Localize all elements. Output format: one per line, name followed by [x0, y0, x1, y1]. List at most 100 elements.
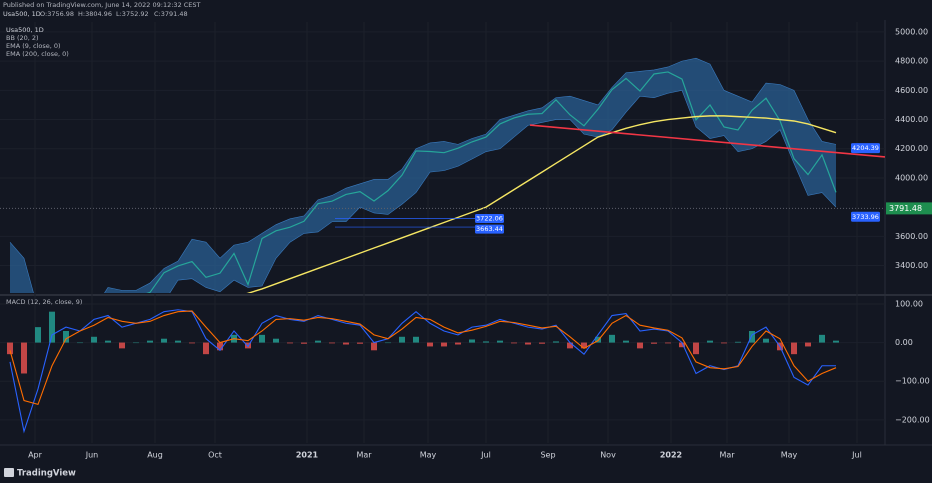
histogram-bar	[707, 340, 713, 343]
histogram-bar	[287, 342, 293, 344]
histogram-bar	[497, 340, 503, 343]
header-ohlc-value: H:3804.96	[78, 10, 112, 18]
x-tick-label: Sep	[540, 451, 555, 460]
histogram-bar	[147, 340, 153, 343]
histogram-bar	[35, 327, 41, 343]
x-tick-label: May	[420, 451, 437, 460]
histogram-bar	[637, 342, 643, 349]
histogram-bar	[175, 340, 181, 343]
histogram-bar	[791, 342, 797, 355]
x-tick-label: Jul	[480, 451, 491, 460]
histogram-bar	[623, 340, 629, 343]
histogram-bar	[399, 336, 405, 343]
histogram-bar	[203, 342, 209, 355]
histogram-bar	[595, 336, 601, 343]
x-tick-label: Jul	[851, 451, 862, 460]
y-tick-label: 3600.00	[895, 232, 928, 241]
measure-tag-box	[475, 214, 504, 224]
legend-bb: BB (20, 2)	[6, 34, 39, 42]
y-tick-label: −200.00	[895, 415, 930, 424]
histogram-bar	[749, 330, 755, 343]
macd-title: MACD (12, 26, close, 9)	[6, 298, 82, 306]
published: Published on TradingView.com, June 14, 2…	[3, 1, 201, 9]
histogram-bar	[455, 342, 461, 345]
price-tag: 3733.96	[852, 213, 879, 221]
histogram-bar	[189, 342, 195, 344]
histogram-bar	[763, 338, 769, 343]
x-tick-label: Nov	[600, 451, 616, 460]
y-tick-label: 4200.00	[895, 144, 928, 153]
y-tick-label: 4800.00	[895, 57, 928, 66]
y-tick-label: 0.00	[895, 338, 913, 347]
y-tick-label: −100.00	[895, 377, 930, 386]
price-tag-box	[851, 143, 880, 154]
histogram-bar	[329, 342, 335, 344]
histogram-bar	[693, 342, 699, 355]
histogram-bar	[357, 342, 363, 344]
histogram-bar	[735, 341, 741, 343]
histogram-bar	[217, 342, 223, 351]
histogram-bar	[665, 342, 671, 344]
y-tick-label: 5000.00	[895, 27, 928, 36]
ema-line	[246, 115, 837, 293]
header-ohlc-value: L:3752.92	[116, 10, 149, 18]
x-tick-label: Mar	[356, 451, 372, 460]
header-ohlc-value: C:3791.48	[154, 10, 188, 18]
y-tick-label: 100.00	[895, 299, 923, 308]
histogram-bar	[679, 342, 685, 348]
pane-symbol: Usa500, 1D	[6, 26, 44, 34]
measure-tag: 3722.06	[476, 215, 503, 223]
histogram-bar	[301, 342, 307, 344]
x-tick-label: May	[781, 451, 798, 460]
histogram-bar	[91, 336, 97, 343]
x-tick-label: 2021	[296, 451, 319, 460]
measure-tag: 3663.44	[476, 225, 503, 233]
bb-upper	[9, 57, 837, 293]
histogram-bar	[581, 342, 587, 349]
price-pane	[0, 57, 885, 293]
histogram-bar	[567, 342, 573, 349]
legend-ema200: EMA (200, close, 0)	[6, 50, 69, 58]
x-tick-label: Mar	[719, 451, 735, 460]
y-tick-label: 4400.00	[895, 115, 928, 124]
histogram-bar	[721, 342, 727, 344]
header-ohlc-value: O:3756.98	[40, 10, 74, 18]
last-price-label: 3791.48	[889, 204, 922, 213]
trendline	[529, 124, 885, 158]
histogram-bar	[343, 342, 349, 345]
macd-line	[9, 310, 837, 406]
histogram-bar	[819, 334, 825, 343]
macd-line	[9, 309, 836, 434]
histogram-bar	[469, 339, 475, 343]
axes: Apr Jun Aug Oct 2021 Mar May Jul Sep Nov 2022 Mar Ma…	[28, 27, 932, 460]
histogram-bar	[371, 342, 377, 351]
x-tick-label: Apr	[28, 451, 43, 460]
histogram-bar	[651, 342, 657, 344]
histogram-bar	[77, 342, 83, 344]
histogram-bar	[63, 330, 69, 343]
logo-icon	[4, 468, 14, 477]
legend-ema9: EMA (9, close, 0)	[6, 42, 61, 50]
histogram-bar	[49, 311, 55, 343]
y-tick-label: 3400.00	[895, 261, 928, 270]
x-tick-label: 2022	[660, 451, 682, 460]
y-tick-label: 4600.00	[895, 86, 928, 95]
histogram-bar	[273, 338, 279, 343]
x-tick-label: Oct	[208, 451, 222, 460]
header-symbol: Usa500, 1D	[3, 10, 41, 18]
price-tag-box	[851, 211, 880, 222]
histogram-bar	[385, 342, 391, 344]
histogram-bar	[119, 342, 125, 349]
histogram-bar	[7, 342, 13, 355]
histogram-bar	[315, 340, 321, 343]
histogram-bar	[833, 340, 839, 343]
measure-tag-box	[475, 224, 504, 234]
y-tick-label: 4000.00	[895, 173, 928, 182]
histogram-bar	[539, 342, 545, 344]
histogram-bar	[609, 334, 615, 343]
bollinger-band	[10, 58, 836, 293]
macd-pane	[7, 309, 839, 434]
histogram-bar	[105, 340, 111, 343]
